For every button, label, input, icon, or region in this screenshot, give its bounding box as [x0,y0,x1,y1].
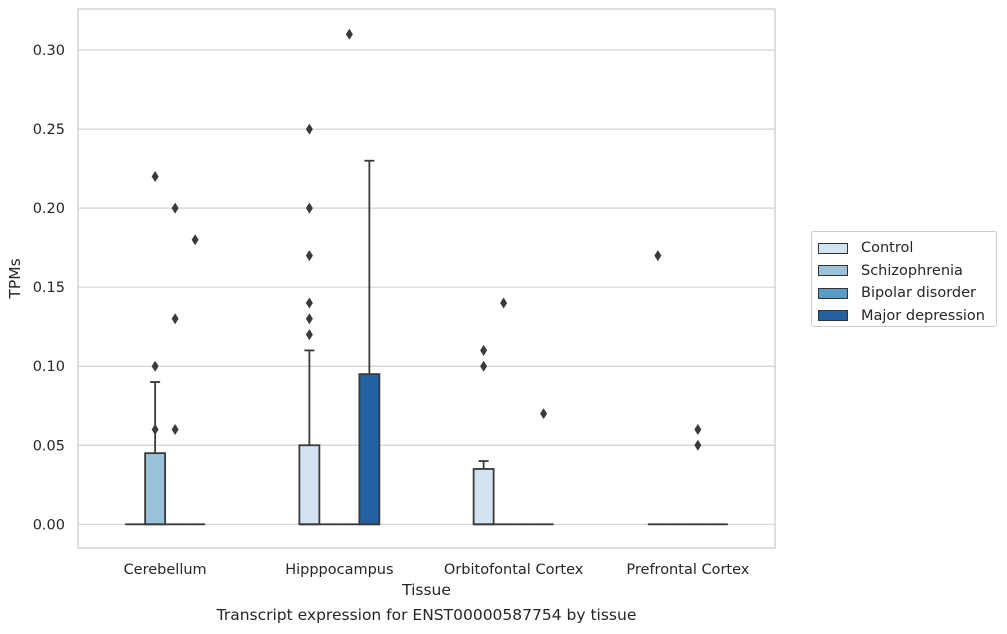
x-tick-label: Orbitofontal Cortex [444,562,584,578]
y-tick-label: 0.15 [33,280,65,296]
outlier-marker [540,408,548,420]
y-axis-label: TPMs [6,258,24,299]
outlier-marker [480,360,488,372]
box-schizophrenia [144,452,167,526]
figure-caption: Transcript expression for ENST0000058775… [216,606,637,624]
outlier-marker [694,423,702,435]
outlier-marker [171,423,179,435]
outlier-marker [305,202,313,214]
legend-item-major-depression: Major depression [818,305,996,328]
legend-label-bipolar-disorder: Bipolar disorder [861,285,976,302]
legend-label-major-depression: Major depression [861,307,985,324]
outlier-marker [345,28,353,40]
y-tick-label: 0.20 [33,201,65,217]
outlier-marker [480,344,488,356]
legend-swatch-schizophrenia [818,265,848,277]
outlier-marker [191,234,199,246]
outlier-marker [305,250,313,262]
outlier-marker [151,360,159,372]
box-control [298,444,321,526]
plot-frame [77,8,776,549]
legend-swatch-bipolar-disorder [818,287,848,299]
box-major-depression [358,373,381,526]
legend-label-control: Control [861,240,914,257]
y-tick-label: 0.00 [33,517,65,533]
y-tick-label: 0.25 [33,122,65,138]
outlier-marker [151,171,159,183]
legend-swatch-major-depression [818,310,848,322]
outlier-marker [171,202,179,214]
legend-item-bipolar-disorder: Bipolar disorder [818,282,996,305]
chart-legend: Control Schizophrenia Bipolar disorder M… [811,231,997,327]
outlier-marker [500,297,508,309]
outlier-marker [694,439,702,451]
outlier-marker [305,297,313,309]
box-control [472,468,495,526]
legend-item-schizophrenia: Schizophrenia [818,260,996,283]
legend-label-schizophrenia: Schizophrenia [861,262,963,279]
outlier-marker [305,123,313,135]
outlier-marker [171,313,179,325]
x-tick-label: Prefrontal Cortex [626,562,749,578]
x-axis-label: Tissue [401,581,451,599]
legend-swatch-control [818,242,848,254]
x-tick-label: Hipppocampus [285,562,393,578]
x-tick-label: Cerebellum [124,562,207,578]
outlier-marker [305,313,313,325]
outlier-marker [305,329,313,341]
outlier-marker [151,423,159,435]
outlier-marker [654,250,662,262]
y-tick-label: 0.10 [33,359,65,375]
y-tick-label: 0.30 [33,43,65,59]
y-tick-label: 0.05 [33,438,65,454]
legend-item-control: Control [818,237,996,260]
